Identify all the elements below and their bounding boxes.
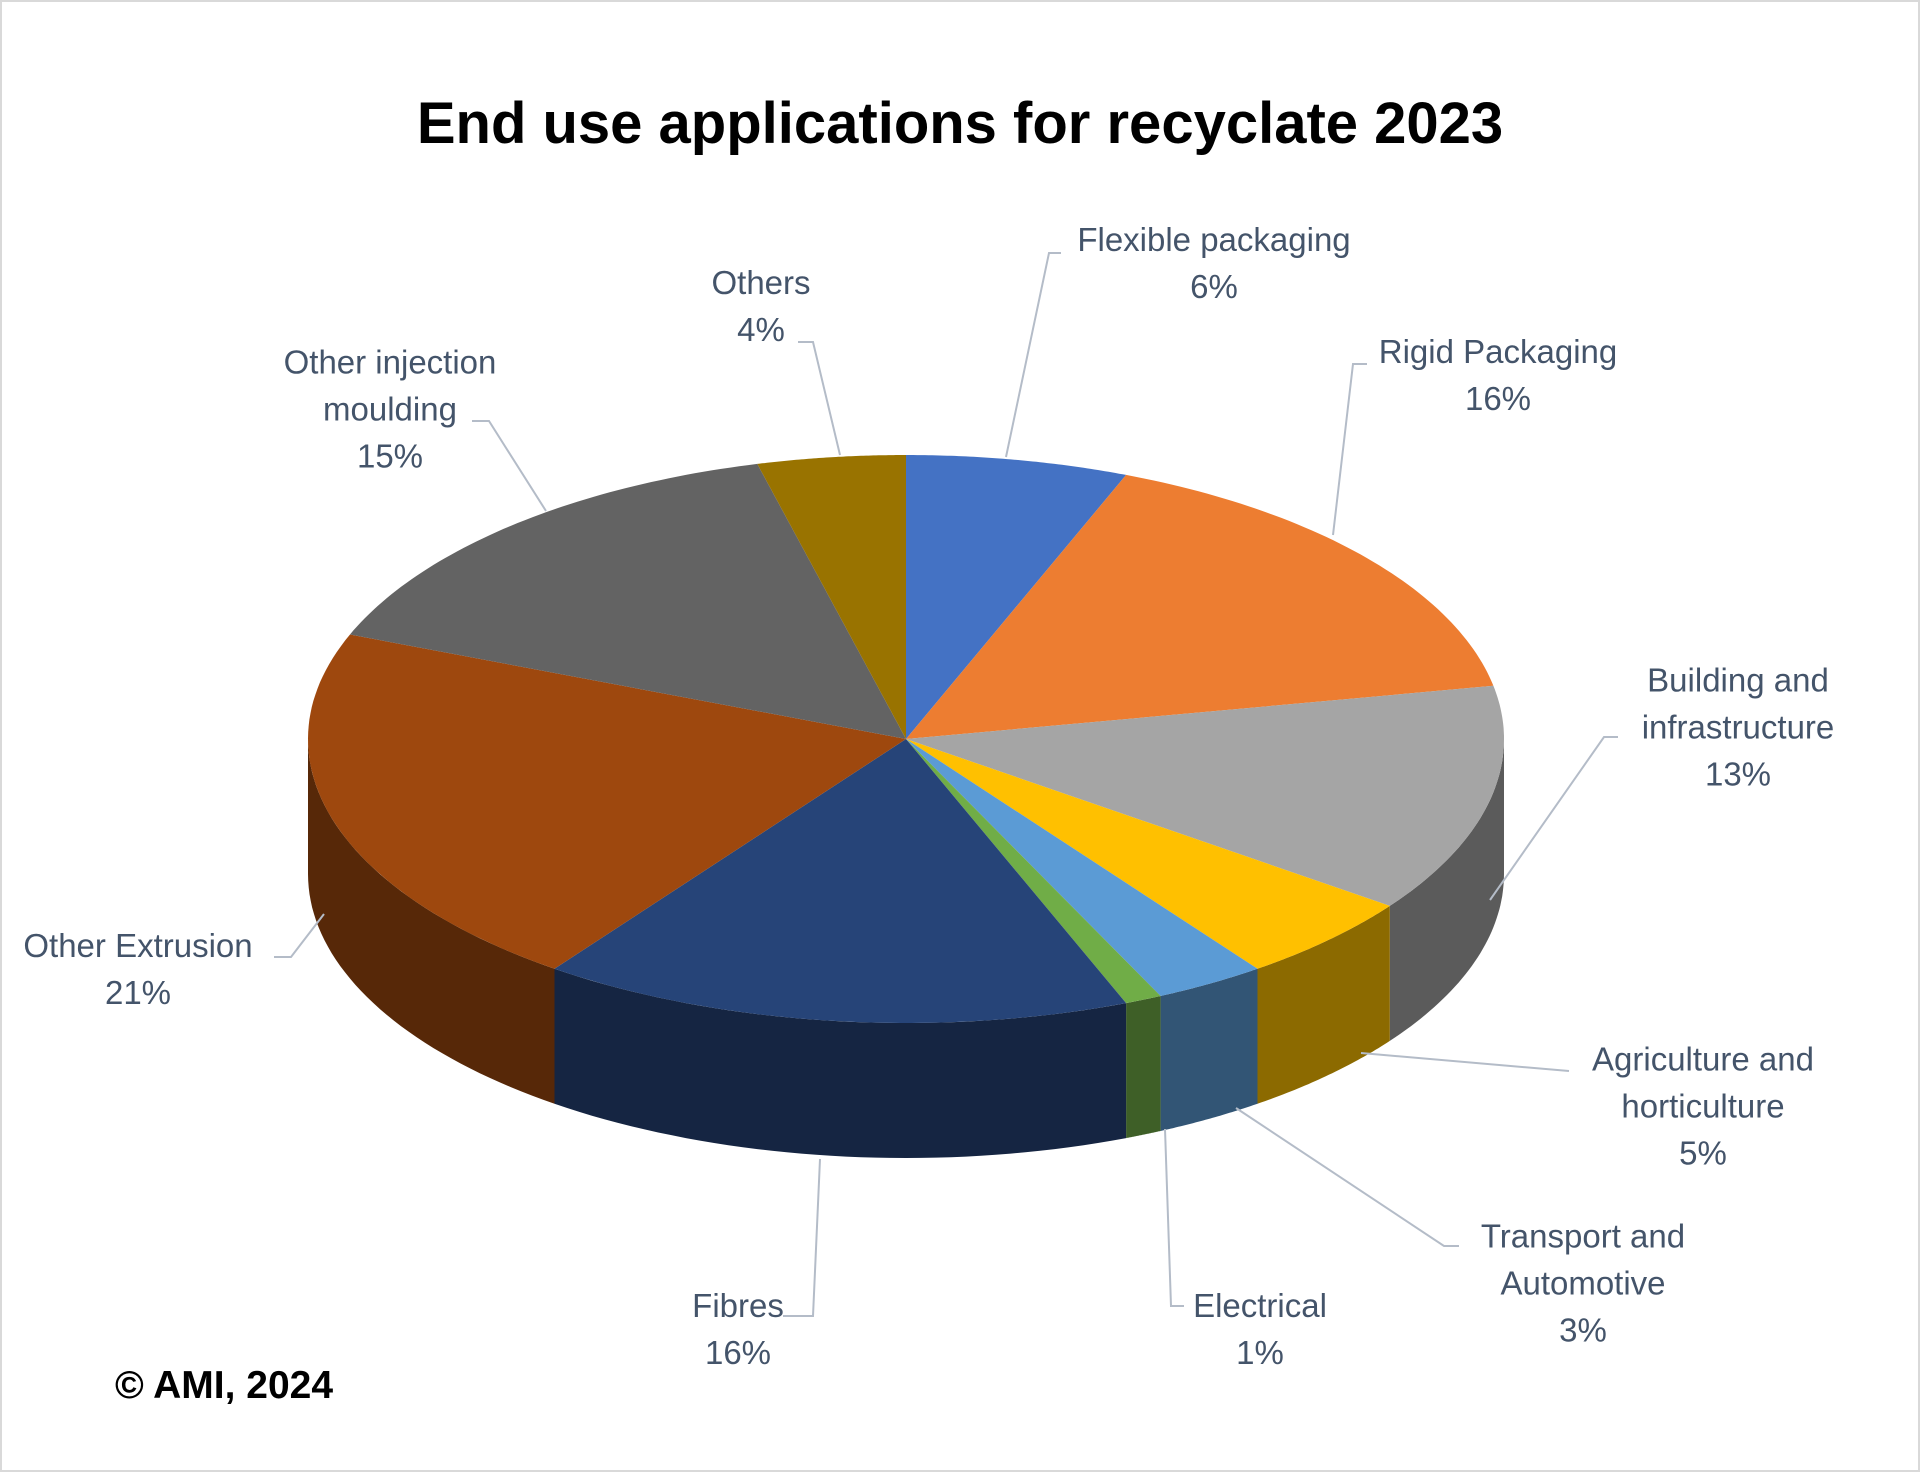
copyright: © AMI, 2024 [115, 1364, 334, 1407]
data-label: Other injection moulding 15% [265, 339, 515, 480]
pie-sides [308, 739, 1504, 1158]
leader-lines [274, 252, 1618, 1317]
data-label: Other Extrusion 21% [23, 922, 252, 1016]
label-name: Flexible packaging [1077, 221, 1351, 258]
label-name: Agriculture and horticulture [1592, 1040, 1814, 1125]
label-value: 21% [104, 974, 172, 1011]
leader-line [274, 913, 325, 958]
label-value: 16% [1464, 380, 1532, 417]
pie-side-building-and-infrastructure [1389, 739, 1504, 1041]
data-label: Others 4% [711, 259, 810, 353]
pie-slice-transport-and-automotive [906, 739, 1258, 996]
label-name: Fibres [692, 1287, 784, 1324]
pie-slice-flexible-packaging [906, 455, 1127, 739]
label-value: 3% [1559, 1311, 1607, 1349]
leader-line [783, 1158, 821, 1317]
leader-line [472, 420, 547, 512]
pie-slice-fibres [554, 739, 1127, 1023]
pie-slice-others [757, 455, 906, 739]
data-label: Rigid Packaging 16% [1379, 328, 1617, 422]
pie-slice-electrical [906, 739, 1161, 1004]
pie-slice-building-and-infrastructure [906, 685, 1504, 906]
leader-line [1332, 363, 1367, 536]
data-label: Flexible packaging 6% [1077, 216, 1350, 310]
label-value: 16% [704, 1334, 772, 1371]
leader-line [1235, 1107, 1459, 1247]
data-label: Building and infrastructure 13% [1618, 657, 1858, 798]
pie-side-transport-and-automotive [1160, 968, 1258, 1131]
pie-slice-other-extrusion [308, 634, 906, 969]
chart-title: End use applications for recyclate 2023 [416, 91, 1504, 156]
label-value: 4% [737, 311, 785, 348]
label-name: Other injection moulding [283, 343, 497, 428]
label-value: 15% [356, 437, 424, 475]
pie-slice-rigid-packaging [906, 474, 1494, 739]
pie-side-other-extrusion [308, 739, 555, 1104]
data-label: Fibres 16% [692, 1282, 784, 1376]
label-name: Other Extrusion [23, 927, 253, 964]
label-name: Electrical [1193, 1287, 1327, 1324]
leader-line [1489, 736, 1618, 901]
label-value: 6% [1190, 268, 1238, 305]
leader-line [1005, 252, 1061, 458]
label-name: Transport and Automotive [1480, 1217, 1686, 1302]
label-name: Rigid Packaging [1378, 333, 1618, 370]
pie-side-fibres [554, 968, 1127, 1158]
pie-side-agriculture-and-horticulture [1257, 905, 1390, 1104]
data-label: Electrical 1% [1193, 1282, 1327, 1376]
label-value: 5% [1679, 1134, 1727, 1172]
pie-tops [308, 455, 1504, 1023]
label-name: Others [711, 264, 811, 301]
leader-line [798, 341, 841, 456]
label-value: 1% [1236, 1334, 1284, 1371]
leader-line [1164, 1128, 1184, 1307]
pie-side-electrical [1126, 996, 1161, 1139]
label-value: 13% [1704, 755, 1772, 793]
data-label: Transport and Automotive 3% [1463, 1213, 1703, 1354]
pie-slice-other-injection-moulding [350, 463, 906, 739]
label-name: Building and infrastructure [1641, 661, 1835, 746]
data-label: Agriculture and horticulture 5% [1578, 1036, 1828, 1177]
pie-slice-agriculture-and-horticulture [906, 739, 1390, 969]
leader-line [1360, 1052, 1570, 1072]
